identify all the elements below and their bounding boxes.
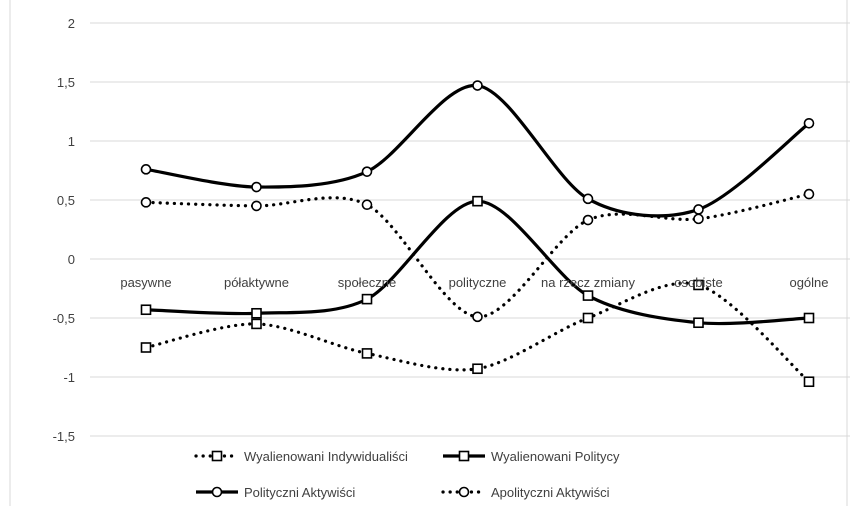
category-label: na rzecz zmiany <box>541 275 635 290</box>
data-point-polityczni-aktywi-ci <box>140 164 152 175</box>
y-tick-label: -0,5 <box>53 311 75 326</box>
data-point-wyalienowani-indywiduali-ci <box>582 312 594 324</box>
data-point-polityczni-aktywi-ci <box>803 118 815 129</box>
data-point-polityczni-aktywi-ci <box>693 204 704 215</box>
data-point-wyalienowani-politycy <box>251 307 262 319</box>
series-line-apolityczni-aktywi-ci <box>144 192 811 319</box>
y-tick-label: -1 <box>63 370 75 385</box>
data-point-apolityczni-aktywi-ci <box>803 188 815 200</box>
data-point-wyalienowani-politycy <box>140 304 152 316</box>
data-point-wyalienowani-politycy <box>472 195 483 207</box>
data-point-wyalienowani-politycy <box>803 312 815 324</box>
legend-marker <box>211 450 223 462</box>
y-tick-label: 1 <box>68 134 75 149</box>
data-point-wyalienowani-indywiduali-ci <box>140 342 152 353</box>
data-point-wyalienowani-indywiduali-ci <box>251 318 262 330</box>
legend-item-wyalienowani-indywiduali-ci: Wyalienowani Indywidualiści <box>194 449 408 464</box>
series-lines <box>140 80 815 388</box>
data-point-polityczni-aktywi-ci <box>251 181 262 193</box>
data-point-polityczni-aktywi-ci <box>582 193 594 205</box>
y-tick-label: 0,5 <box>57 193 75 208</box>
series-line-wyalienowani-politycy <box>145 199 810 326</box>
legend-label: Wyalienowani Indywidualiści <box>244 449 408 464</box>
legend-item-wyalienowani-politycy: Wyalienowani Politycy <box>443 449 620 464</box>
y-tick-label: 0 <box>68 252 75 267</box>
category-label: półaktywne <box>224 275 289 290</box>
category-label: społeczne <box>338 275 397 290</box>
data-point-wyalienowani-politycy <box>693 317 704 329</box>
legend-marker <box>458 486 470 498</box>
data-point-apolityczni-aktywi-ci <box>361 199 373 211</box>
legend-label: Apolityczni Aktywiści <box>491 485 610 500</box>
category-label: ogólne <box>789 275 828 290</box>
data-point-wyalienowani-politycy <box>582 290 594 301</box>
legend-label: Polityczni Aktywiści <box>244 485 355 500</box>
data-point-apolityczni-aktywi-ci <box>693 213 704 225</box>
gridlines <box>9 0 850 506</box>
y-tick-label: 2 <box>68 16 75 31</box>
category-label: pasywne <box>120 275 171 290</box>
category-labels: pasywne półaktywne społeczne polityczne na r… <box>120 275 828 290</box>
legend-item-polityczni-aktywi-ci: Polityczni Aktywiści <box>196 485 355 500</box>
data-point-polityczni-aktywi-ci <box>361 166 373 177</box>
data-point-wyalienowani-indywiduali-ci <box>693 279 704 291</box>
y-tick-label: -1,5 <box>53 429 75 444</box>
data-point-wyalienowani-indywiduali-ci <box>803 376 815 388</box>
y-tick-label: 1,5 <box>57 75 75 90</box>
legend-item-apolityczni-aktywi-ci: Apolityczni Aktywiści <box>441 485 610 500</box>
data-point-wyalienowani-politycy <box>361 293 373 305</box>
data-point-polityczni-aktywi-ci <box>472 80 483 91</box>
data-point-apolityczni-aktywi-ci <box>140 197 152 208</box>
legend-label: Wyalienowani Politycy <box>491 449 620 464</box>
data-point-apolityczni-aktywi-ci <box>582 214 594 226</box>
data-point-apolityczni-aktywi-ci <box>251 200 262 212</box>
legend: Wyalienowani Indywidualiści Wyalienowani … <box>194 449 620 500</box>
data-point-apolityczni-aktywi-ci <box>472 311 483 323</box>
legend-marker <box>211 486 223 498</box>
data-point-wyalienowani-indywiduali-ci <box>472 363 483 375</box>
data-point-wyalienowani-indywiduali-ci <box>361 348 373 359</box>
legend-marker <box>458 450 470 462</box>
category-label: polityczne <box>449 275 507 290</box>
category-label: osobiste <box>674 275 722 290</box>
y-axis-tick-labels: 2 1,5 1 0,5 0 -0,5 -1 -1,5 <box>53 16 75 444</box>
